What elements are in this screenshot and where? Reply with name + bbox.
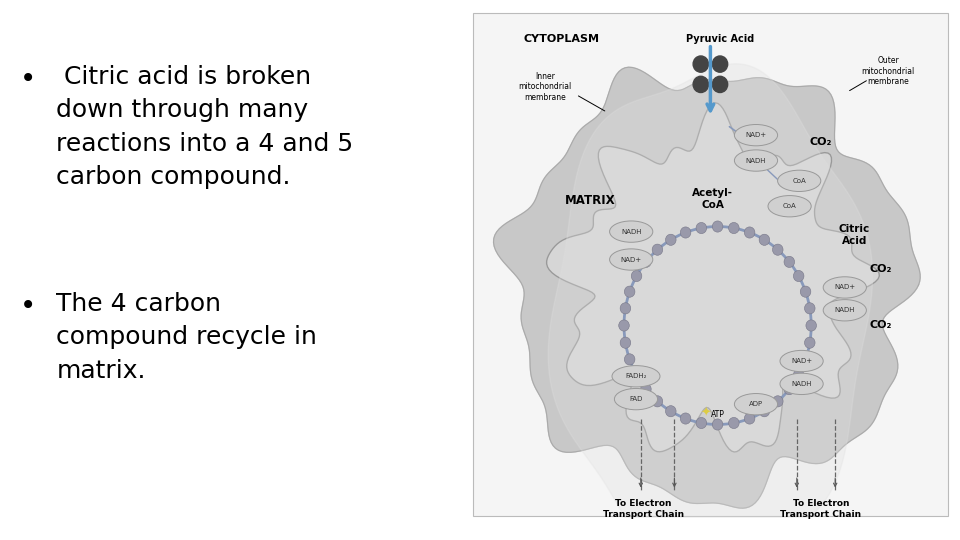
- Circle shape: [640, 383, 651, 395]
- Circle shape: [801, 286, 811, 297]
- Circle shape: [652, 396, 662, 407]
- Text: CoA: CoA: [792, 178, 806, 184]
- Text: NAD+: NAD+: [834, 285, 855, 291]
- Text: To Electron
Transport Chain: To Electron Transport Chain: [603, 499, 684, 518]
- Text: NADH: NADH: [834, 307, 855, 313]
- FancyBboxPatch shape: [472, 14, 948, 516]
- Circle shape: [632, 271, 642, 281]
- Circle shape: [759, 406, 770, 417]
- Circle shape: [632, 369, 642, 381]
- Text: MATRIX: MATRIX: [565, 194, 615, 207]
- Ellipse shape: [768, 195, 811, 217]
- Text: ✦: ✦: [701, 407, 710, 420]
- Circle shape: [784, 256, 795, 267]
- Polygon shape: [546, 103, 879, 452]
- Circle shape: [773, 244, 783, 255]
- Circle shape: [620, 303, 631, 314]
- Circle shape: [729, 222, 739, 234]
- Circle shape: [619, 320, 630, 331]
- Circle shape: [729, 417, 739, 429]
- Circle shape: [696, 417, 707, 429]
- Ellipse shape: [612, 366, 660, 387]
- Circle shape: [793, 271, 804, 281]
- Circle shape: [804, 337, 815, 348]
- Circle shape: [693, 56, 708, 72]
- Circle shape: [624, 354, 635, 365]
- Text: ADP: ADP: [749, 401, 763, 407]
- Text: NADH: NADH: [746, 158, 766, 164]
- Circle shape: [681, 227, 691, 238]
- Text: CO₂: CO₂: [870, 264, 892, 274]
- Circle shape: [804, 303, 815, 314]
- Circle shape: [759, 234, 770, 245]
- Text: Citric acid is broken
down through many
reactions into a 4 and 5
carbon compound: Citric acid is broken down through many …: [57, 65, 353, 190]
- Ellipse shape: [734, 150, 778, 171]
- Circle shape: [620, 337, 631, 348]
- Circle shape: [652, 244, 662, 255]
- Text: NADH: NADH: [621, 228, 641, 234]
- Circle shape: [801, 354, 811, 365]
- Circle shape: [712, 56, 728, 72]
- Ellipse shape: [610, 249, 653, 270]
- Ellipse shape: [778, 170, 821, 192]
- Text: Inner
mitochondrial
membrane: Inner mitochondrial membrane: [518, 72, 571, 102]
- Circle shape: [712, 76, 728, 92]
- Ellipse shape: [734, 394, 778, 415]
- Circle shape: [640, 256, 651, 267]
- Circle shape: [712, 419, 723, 430]
- Polygon shape: [493, 68, 921, 508]
- Ellipse shape: [780, 373, 823, 395]
- Ellipse shape: [610, 221, 653, 242]
- Text: FADH₂: FADH₂: [625, 373, 647, 379]
- Text: •: •: [20, 65, 36, 93]
- Text: Pyruvic Acid: Pyruvic Acid: [685, 33, 755, 44]
- Text: NAD+: NAD+: [745, 132, 767, 138]
- Circle shape: [773, 396, 783, 407]
- Text: ATP: ATP: [710, 410, 725, 419]
- Polygon shape: [548, 64, 873, 540]
- Text: CO₂: CO₂: [870, 320, 892, 330]
- Circle shape: [744, 227, 755, 238]
- Text: Citric
Acid: Citric Acid: [839, 224, 870, 246]
- Circle shape: [744, 413, 755, 424]
- Circle shape: [693, 76, 708, 92]
- Ellipse shape: [780, 350, 823, 372]
- Text: CoA: CoA: [782, 203, 797, 209]
- Circle shape: [784, 383, 795, 395]
- Circle shape: [805, 320, 816, 331]
- Ellipse shape: [823, 300, 866, 321]
- Ellipse shape: [823, 277, 866, 298]
- Circle shape: [681, 413, 691, 424]
- Circle shape: [696, 222, 707, 234]
- Circle shape: [712, 221, 723, 232]
- Text: Acetyl-
CoA: Acetyl- CoA: [692, 188, 733, 210]
- Circle shape: [793, 369, 804, 381]
- Text: CYTOPLASM: CYTOPLASM: [523, 33, 600, 44]
- Text: FAD: FAD: [630, 396, 642, 402]
- Ellipse shape: [734, 125, 778, 146]
- Ellipse shape: [614, 388, 658, 410]
- Text: NAD+: NAD+: [791, 358, 812, 364]
- Circle shape: [624, 286, 635, 297]
- Text: To Electron
Transport Chain: To Electron Transport Chain: [780, 499, 861, 518]
- Text: NADH: NADH: [791, 381, 812, 387]
- Text: The 4 carbon
compound recycle in
matrix.: The 4 carbon compound recycle in matrix.: [57, 292, 318, 383]
- Text: NAD+: NAD+: [620, 256, 642, 262]
- Text: Outer
mitochondrial
membrane: Outer mitochondrial membrane: [861, 57, 915, 86]
- Circle shape: [665, 234, 676, 245]
- Text: CO₂: CO₂: [809, 137, 832, 147]
- Text: •: •: [20, 292, 36, 320]
- Circle shape: [665, 406, 676, 417]
